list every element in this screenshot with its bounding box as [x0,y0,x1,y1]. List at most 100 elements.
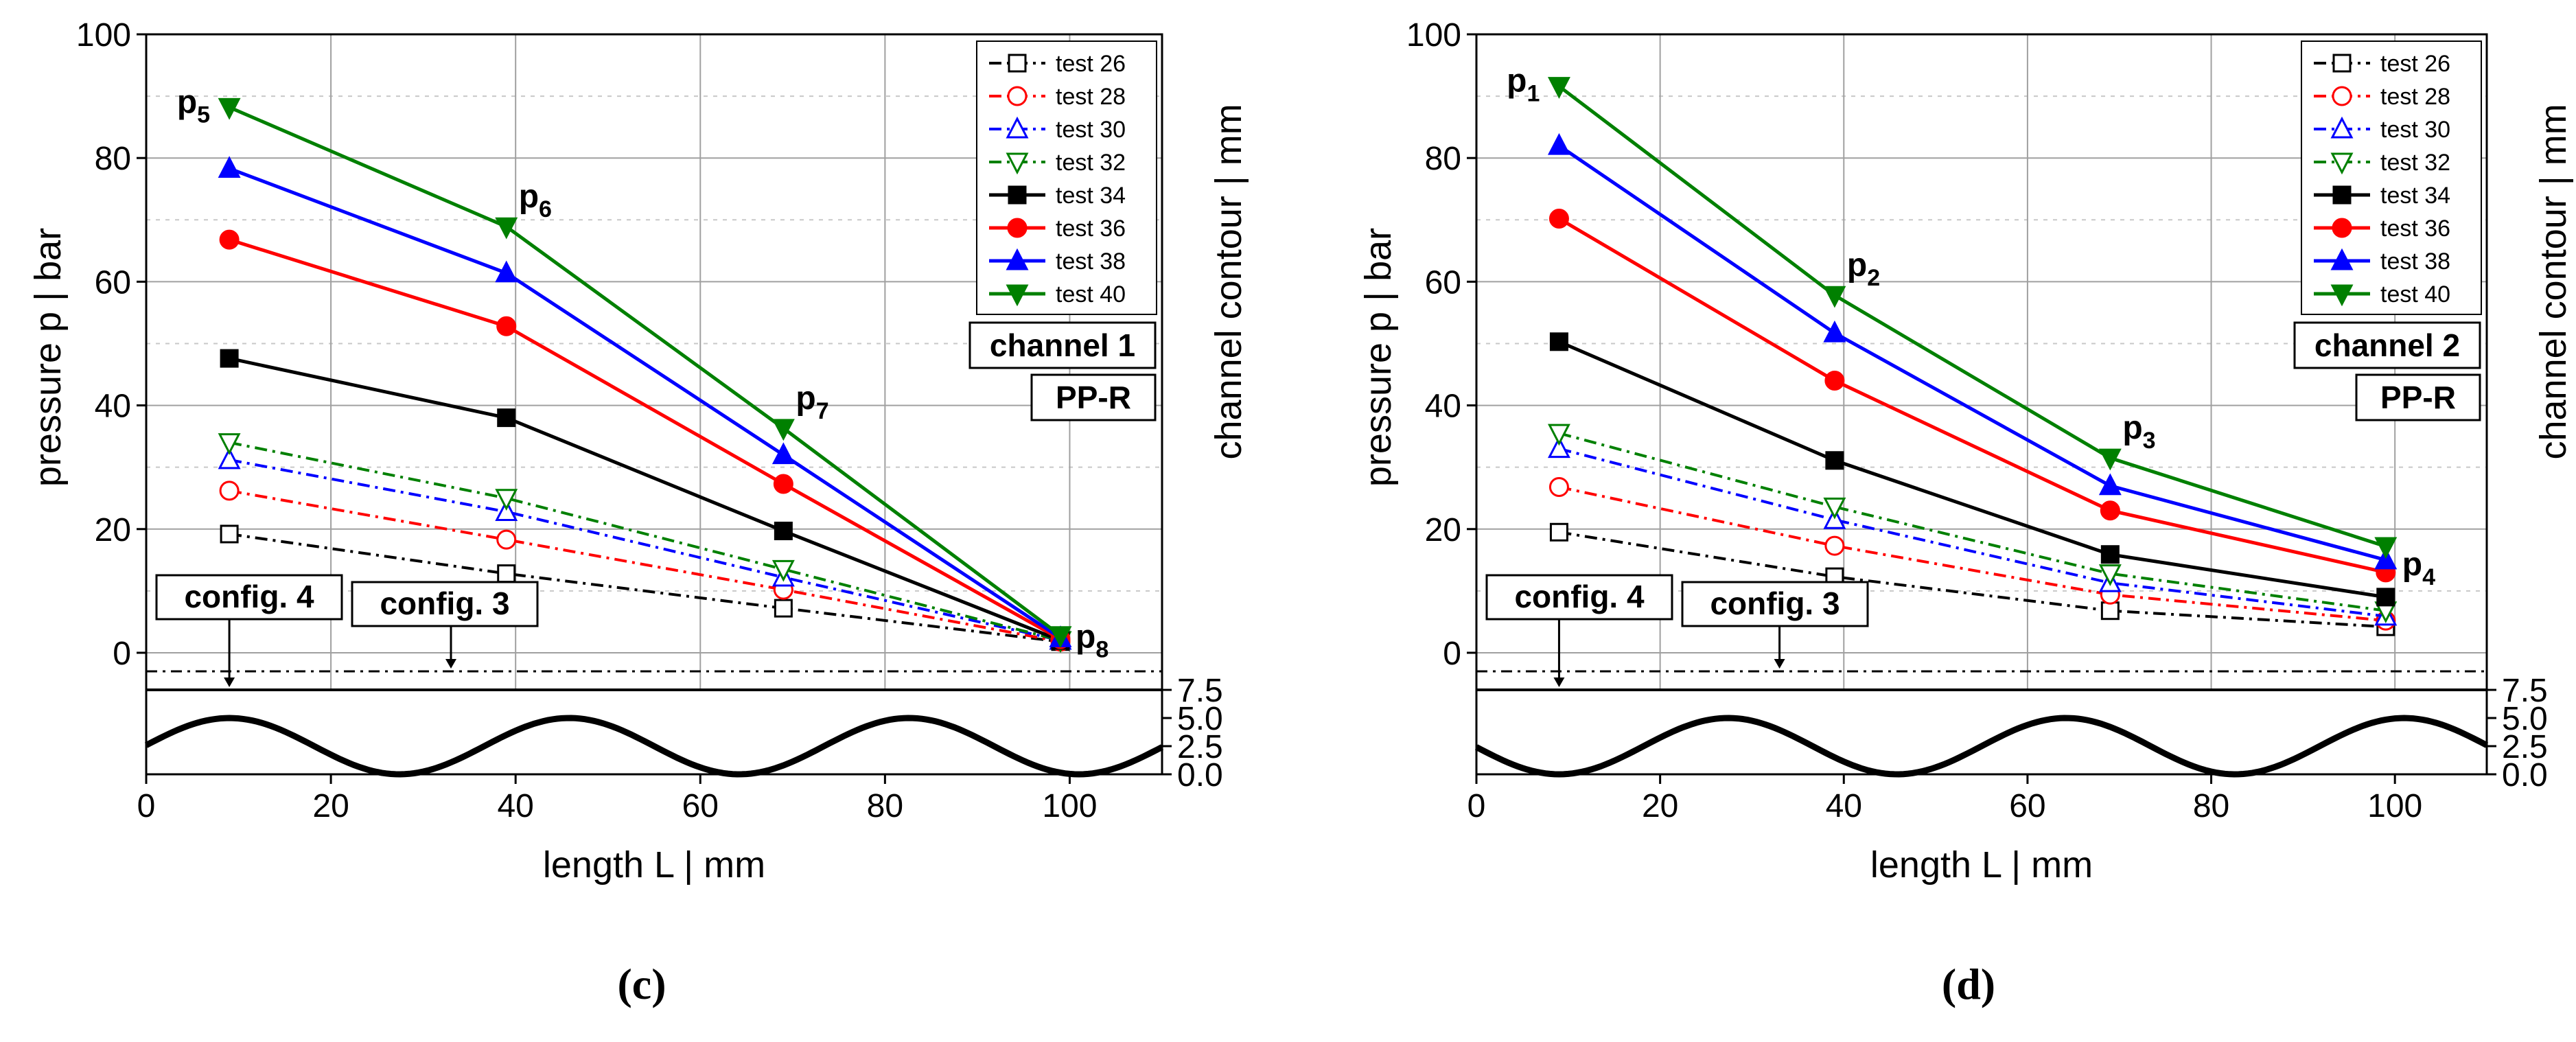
legend-item: test 34 [2314,183,2450,209]
data-point [218,433,241,455]
config-arrow-head [224,678,235,688]
point-label: p5 [177,84,210,128]
contour-tick-label: 5.0 [2502,701,2548,737]
legend-label: test 28 [1056,84,1126,110]
legend: test 26 test 28 test 30 test 32 test 34 test … [2301,40,2482,315]
data-point [1548,208,1569,229]
legend-label: test 26 [1056,51,1126,77]
y-axis-label: pressure p | bar [27,228,69,487]
series-test-30 [1547,436,2398,626]
contour-tick-label: 7.5 [1177,673,1223,709]
point-label: p1 [1507,63,1540,107]
series-test-32 [1547,424,2398,623]
data-point [771,419,795,441]
data-point [220,524,239,544]
point-label: p6 [519,178,552,222]
series-line [229,238,1062,641]
data-point [1823,497,1846,520]
config-box [1681,581,1869,627]
series-test-34 [220,349,1070,650]
legend-swatch-marker [2332,86,2352,106]
data-point [1823,320,1846,343]
data-point [218,97,241,120]
data-point [1547,77,1570,99]
x-tick-label: 0 [137,788,156,824]
data-point [218,156,241,178]
legend-item: test 32 [2314,150,2450,176]
y-tick-label: 0 [113,636,131,672]
legend-label: test 34 [1056,183,1126,209]
contour-tick-label: 2.5 [1177,729,1223,765]
info-box-label: PP-R [2380,380,2456,415]
channel-contour-line [144,715,1164,778]
point-label: p2 [1847,247,1880,291]
data-point [220,349,239,368]
y-tick-label: 100 [76,17,131,54]
x-tick-label: 60 [2009,788,2045,824]
info-box-label: PP-R [1056,380,1131,415]
data-point [497,408,516,428]
info-box [2355,373,2481,421]
legend-label: test 32 [1056,150,1126,176]
legend-swatch-marker [1008,185,1027,205]
legend-swatch-marker [2332,54,2352,73]
info-box-label: channel 1 [990,327,1135,363]
data-point [495,489,518,511]
legend-item: test 36 [2314,216,2450,242]
legend-label: test 36 [1056,216,1126,242]
info-box [968,321,1157,369]
y-tick-label: 80 [95,141,131,177]
y-tick-label: 60 [1425,264,1461,301]
legend-swatch-marker [2330,248,2354,270]
legend-item: test 38 [2314,248,2450,275]
legend-item: test 30 [2314,116,2450,143]
legend-label: test 28 [2380,84,2450,110]
data-point [1824,371,1845,391]
series-line [229,533,1061,643]
series-test-38 [1547,132,2398,570]
series-line [229,106,1062,637]
legend-label: test 40 [2380,281,2450,308]
y-tick-label: 0 [1443,636,1461,672]
legend-label: test 34 [2380,183,2450,209]
series-line [1558,447,2387,618]
legend-swatch-marker [2330,152,2354,175]
legend-label: test 30 [2380,117,2450,143]
data-point [1824,535,1845,556]
legend-swatch-marker [1006,152,1029,175]
x-tick-label: 40 [497,788,533,824]
config-box-label: config. 3 [380,586,509,621]
config-arrow-head [1774,659,1785,669]
config-box-label: config. 3 [1710,586,1840,621]
y-tick-label: 20 [95,512,131,548]
series-test-40 [1547,77,2398,559]
legend-item: test 34 [989,183,1126,209]
y-tick-label: 40 [95,389,131,425]
legend-swatch-marker [1007,86,1028,106]
config-box [155,574,343,621]
x-axis-label: length L | mm [543,844,765,885]
y-tick-label: 60 [95,264,131,301]
legend-item: test 28 [989,84,1126,110]
series-test-36 [1548,208,2396,583]
data-point [771,559,795,582]
series-line [1558,144,2387,562]
legend-swatch-marker [2332,185,2352,205]
point-label: p8 [1076,619,1109,663]
legend-item: test 32 [989,150,1126,176]
info-box [1030,373,1157,421]
legend-item: test 26 [989,51,1126,77]
data-point [2098,473,2122,496]
y-tick-label: 20 [1425,512,1461,548]
x-tick-label: 20 [1642,788,1678,824]
data-point [771,442,795,465]
data-point [1547,424,1570,446]
series-test-28 [219,481,1071,652]
config-arrow-head [1553,678,1565,688]
y-tick-label: 100 [1406,17,1461,54]
y-axis-label: pressure p | bar [1358,228,1399,487]
legend-label: test 36 [2380,216,2450,242]
info-box [2293,321,2481,369]
channel-contour-line [1474,715,2489,778]
plot-frame [145,33,1163,776]
